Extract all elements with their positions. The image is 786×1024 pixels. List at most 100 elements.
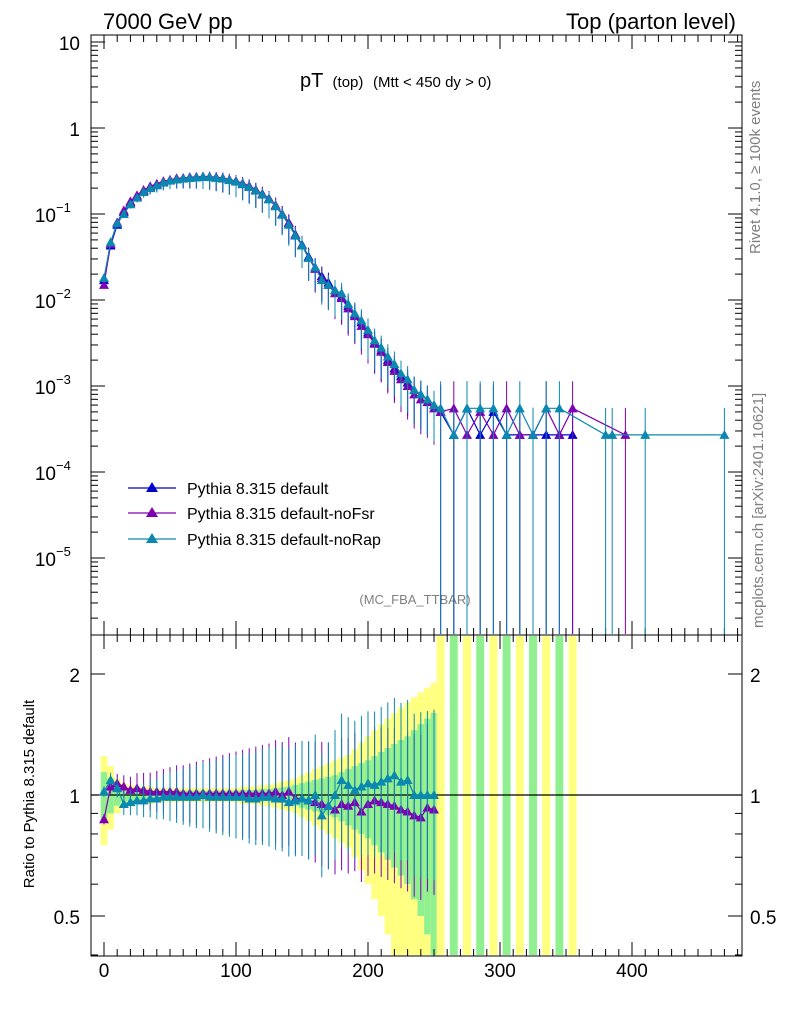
legend-label-noFsr: Pythia 8.315 default-noFsr — [187, 506, 375, 523]
upper-y-ticklabels: 10 1 10 −1 10 −2 10 −3 10 −4 10 −5 — [35, 34, 80, 571]
legend-marker-noRap — [146, 533, 158, 543]
ratio-ylabel: Ratio to Pythia 8.315 default — [21, 699, 38, 888]
ratio-point — [158, 791, 169, 801]
data-point — [125, 199, 136, 209]
ratio-point — [316, 810, 327, 820]
data-point — [488, 403, 499, 413]
data-point — [600, 429, 611, 439]
ratio-point — [105, 774, 116, 784]
ratio-point — [382, 773, 393, 783]
ratio-point — [99, 814, 109, 824]
process-label: Top (parton level) — [566, 9, 736, 34]
legend-entry-default: Pythia 8.315 default — [128, 481, 329, 498]
data-point — [277, 209, 288, 219]
data-point — [415, 389, 426, 399]
data-point — [211, 172, 222, 182]
ratio-point — [231, 791, 241, 801]
data-point — [99, 279, 109, 289]
series-noFsr — [99, 171, 631, 634]
data-point — [151, 180, 162, 190]
ratio-point — [198, 790, 208, 799]
ratio-point — [145, 793, 156, 803]
data-point — [112, 218, 123, 228]
ratio-point — [330, 790, 340, 799]
ratio-point — [356, 781, 367, 791]
data-point — [343, 298, 354, 308]
ytick-label-1: 1 — [69, 120, 80, 141]
data-point — [462, 403, 472, 413]
ratio-point — [402, 774, 413, 784]
data-point — [303, 252, 314, 262]
data-point — [323, 279, 334, 289]
ytick-label-1e-2: 10 — [35, 292, 56, 313]
xtick-label-400: 400 — [616, 961, 648, 982]
ratio-point — [171, 791, 182, 801]
ratio-point — [257, 791, 268, 801]
data-point — [554, 403, 565, 413]
ratio-point — [303, 795, 314, 805]
ratio-point — [336, 774, 347, 784]
data-point — [422, 394, 433, 404]
ratio-point — [270, 793, 281, 803]
data-point — [567, 403, 578, 413]
data-point — [541, 403, 552, 413]
ratio-point — [217, 791, 228, 801]
ratio-point — [204, 791, 215, 801]
ratio-point — [429, 790, 439, 799]
data-point — [184, 173, 195, 183]
ytick-label-10: 10 — [59, 34, 80, 55]
data-series — [99, 171, 730, 901]
analysis-watermark: (MC_FBA_TTBAR) — [359, 592, 470, 607]
rtick-label-2: 2 — [69, 666, 80, 687]
data-point — [330, 285, 340, 295]
mcplots-label: mcplots.cern.ch [arXiv:2401.10621] — [750, 393, 767, 628]
data-point — [501, 429, 512, 439]
legend-marker-default — [146, 482, 158, 492]
data-point — [105, 237, 116, 247]
ratio-y-ticklabels: 2 1 0.5 2 1 0.5 — [54, 666, 777, 929]
ratio-point — [165, 791, 175, 801]
data-point — [356, 315, 367, 325]
data-point — [99, 273, 109, 283]
series-line-noFsr — [103, 175, 626, 437]
data-point — [429, 400, 439, 410]
data-point — [264, 194, 274, 204]
rtick-label-0.5: 0.5 — [54, 908, 80, 929]
data-point — [528, 429, 538, 439]
ratio-point — [409, 790, 420, 799]
data-point — [369, 335, 380, 345]
rtick-label-right-1: 1 — [750, 787, 761, 808]
data-point — [316, 275, 327, 285]
data-point — [389, 359, 400, 369]
legend-label-default: Pythia 8.315 default — [187, 481, 329, 498]
data-point — [310, 262, 321, 272]
ratio-point — [389, 770, 400, 780]
ytick-label-1e-3: 10 — [35, 378, 56, 399]
data-point — [396, 368, 406, 378]
ratio-series-default — [99, 790, 439, 799]
ratio-point — [237, 791, 248, 801]
data-point — [198, 171, 208, 181]
data-point — [217, 173, 228, 183]
data-point — [607, 429, 618, 439]
ratio-point — [422, 790, 433, 799]
ratio-point — [363, 778, 373, 788]
data-point — [118, 209, 129, 218]
ratio-point — [224, 791, 235, 801]
band-inner-bin — [100, 772, 108, 822]
legend-entry-noFsr: Pythia 8.315 default-noFsr — [128, 506, 375, 523]
data-point — [283, 219, 294, 229]
data-point — [191, 172, 202, 182]
ratio-point — [264, 791, 274, 801]
data-point — [297, 240, 307, 250]
series-line-default — [103, 176, 573, 437]
ytick-label-1e-4: 10 — [35, 464, 56, 485]
ytick-exp-1e-5: −5 — [56, 544, 71, 559]
data-point — [376, 342, 387, 352]
data-point — [514, 403, 525, 413]
plot-title: pT (top) (Mtt < 450 dy > 0) — [300, 70, 491, 92]
rtick-label-right-0.5: 0.5 — [750, 908, 776, 929]
data-point — [363, 324, 373, 334]
ratio-point — [99, 786, 109, 796]
data-point — [409, 384, 420, 394]
